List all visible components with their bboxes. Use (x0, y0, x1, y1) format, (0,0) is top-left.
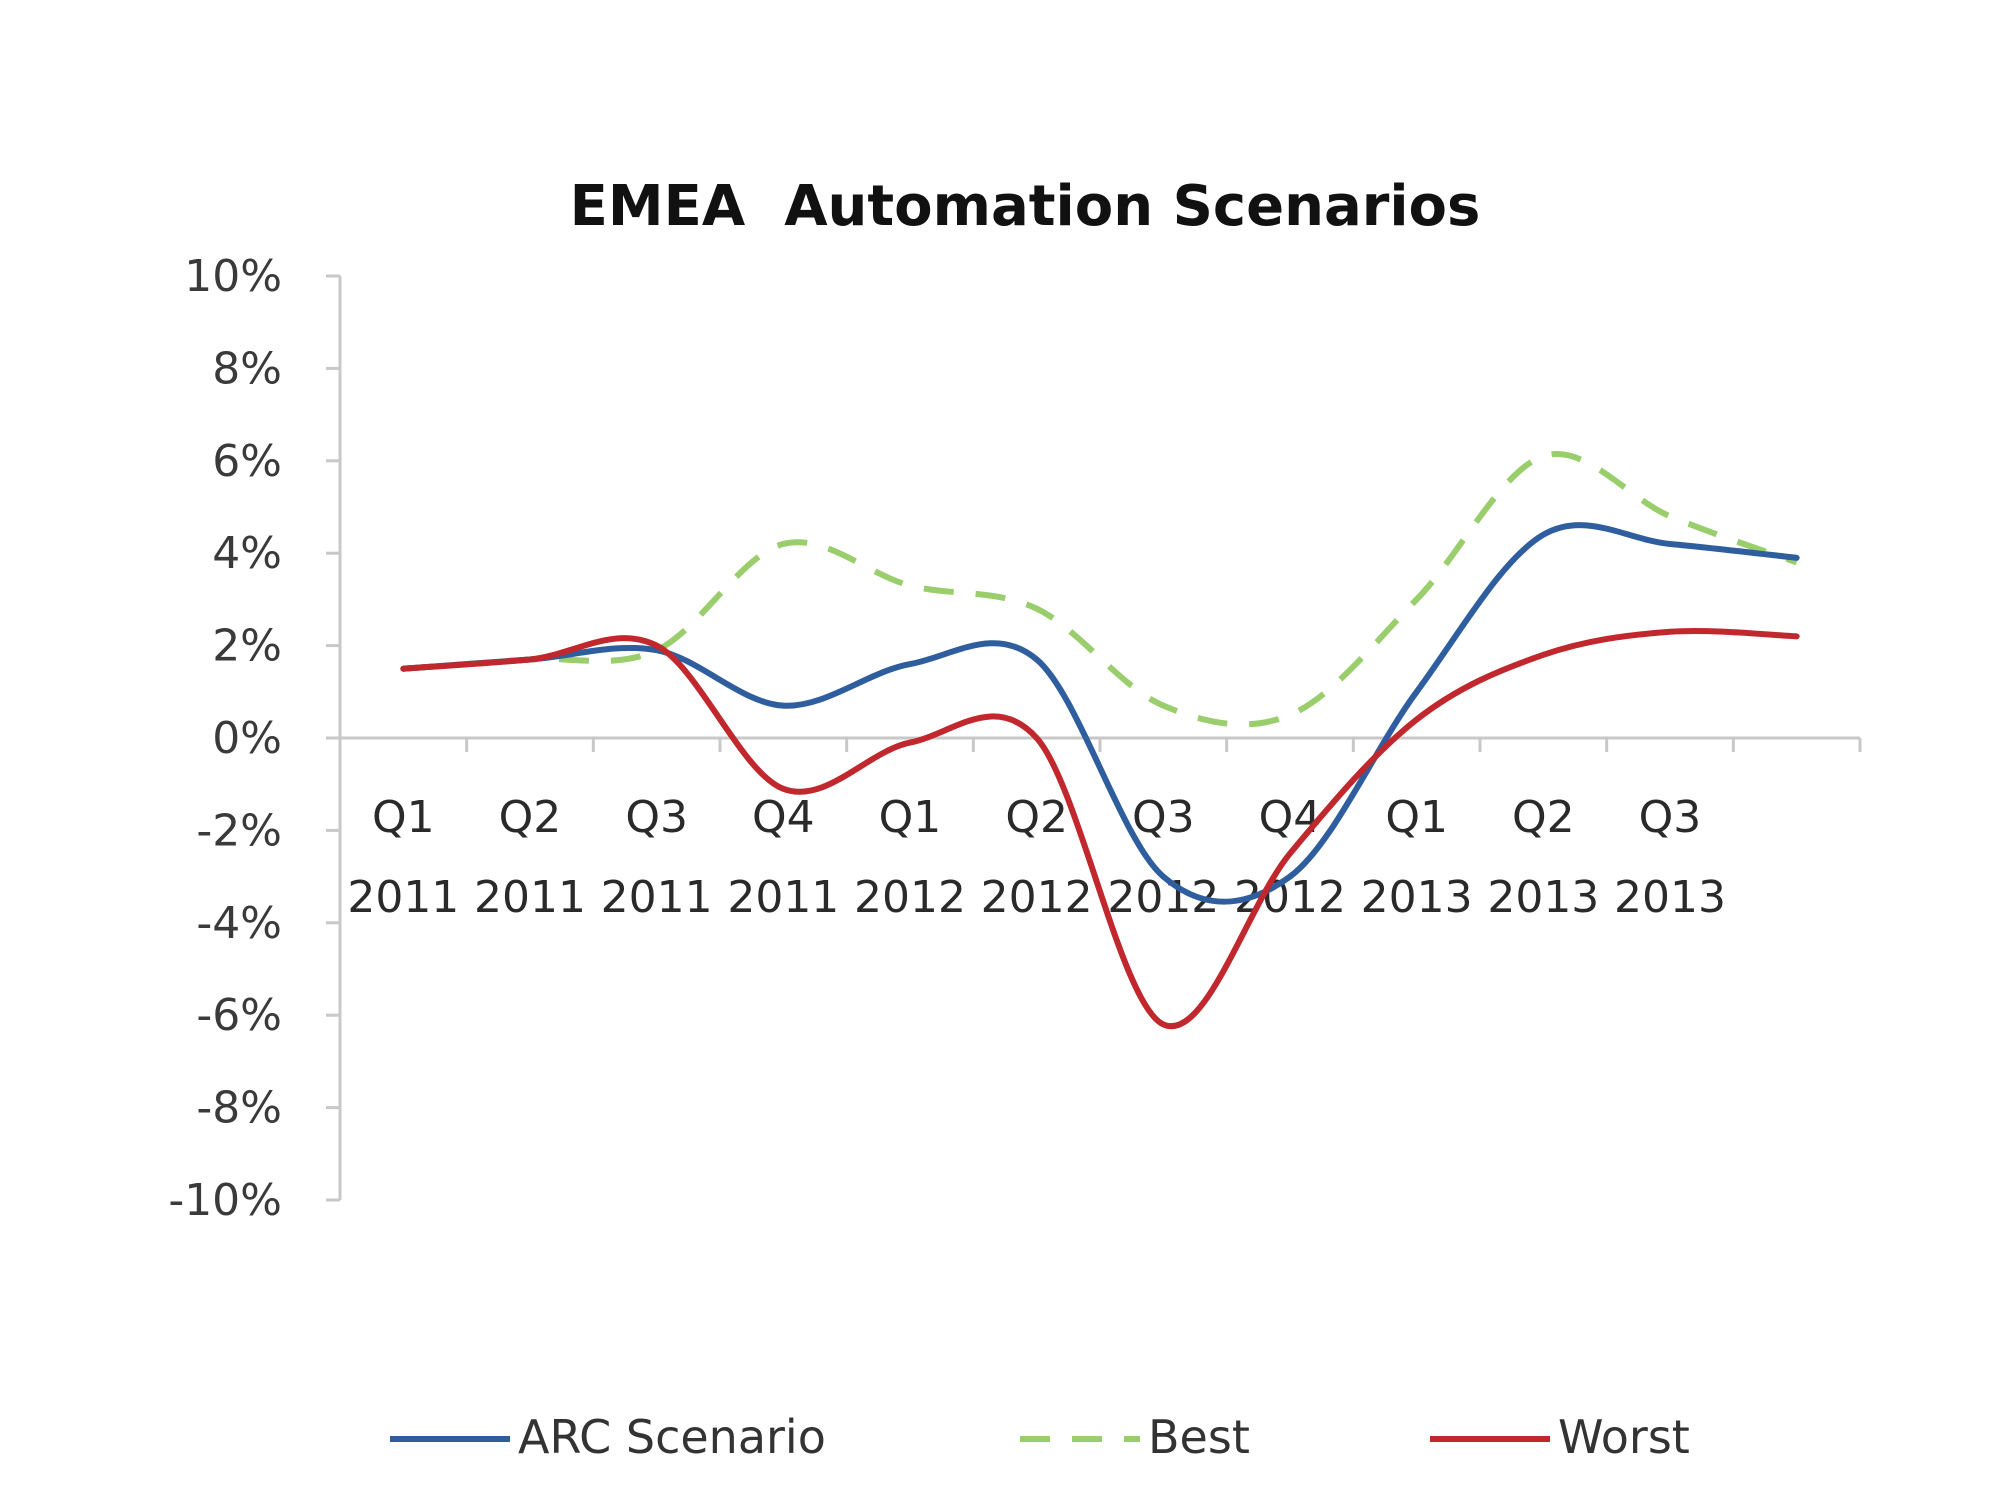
x-tick-label-year: 2012 (981, 872, 1093, 923)
x-tick-label-quarter: Q3 (1132, 792, 1195, 843)
x-tick-label-quarter: Q4 (1259, 792, 1322, 843)
x-tick-label-quarter: Q2 (1512, 792, 1575, 843)
x-tick-label-year: 2011 (347, 872, 459, 923)
chart-title: EMEA Automation Scenarios (570, 174, 1481, 239)
x-tick-label-quarter: Q3 (1639, 792, 1702, 843)
y-tick-label: 2% (212, 621, 282, 672)
series-line-worst (400, 627, 1800, 1030)
legend: ARC Scenario Best Worst (390, 1410, 1690, 1464)
y-tick-label: -4% (196, 898, 282, 949)
legend-label-worst: Worst (1558, 1410, 1690, 1464)
y-tick-label: 0% (212, 713, 282, 764)
y-tick-label: 8% (212, 343, 282, 394)
y-tick-label: -8% (196, 1083, 282, 1134)
legend-item-arc-scenario: ARC Scenario (390, 1410, 826, 1464)
axes: 10% 8% 6% 4% 2% 0% -2% -4% -6% -8% -10% Q1 2011 Q2 201… (168, 251, 1862, 1226)
x-tick-label-year: 2012 (854, 872, 966, 923)
y-tick-label: -2% (196, 805, 282, 856)
x-tick-label-quarter: Q1 (1385, 792, 1448, 843)
legend-item-worst: Worst (1430, 1410, 1690, 1464)
x-tick-label-quarter: Q1 (372, 792, 435, 843)
legend-item-best: Best (1020, 1410, 1250, 1464)
y-tick-label: -6% (196, 990, 282, 1041)
y-tick-label: 4% (212, 528, 282, 579)
series-line-best (403, 451, 1798, 728)
x-tick-label-year: 2013 (1614, 872, 1726, 923)
legend-label-best: Best (1148, 1410, 1250, 1464)
y-tick-label: 6% (212, 436, 282, 487)
series-line-arc-scenario (400, 522, 1800, 905)
y-tick-label: 10% (184, 251, 282, 302)
x-tick-label-year: 2013 (1361, 872, 1473, 923)
x-tick-label-year: 2013 (1487, 872, 1599, 923)
x-tick-label-quarter: Q1 (879, 792, 942, 843)
x-tick-label-quarter: Q3 (625, 792, 688, 843)
series-lines (400, 451, 1800, 1030)
x-tick-label-year: 2011 (601, 872, 713, 923)
legend-label-arc-scenario: ARC Scenario (518, 1410, 826, 1464)
x-tick-label-quarter: Q4 (752, 792, 815, 843)
x-tick-label-year: 2011 (727, 872, 839, 923)
x-tick-label-quarter: Q2 (499, 792, 562, 843)
y-tick-label: -10% (168, 1175, 282, 1226)
x-tick-label-quarter: Q2 (1005, 792, 1068, 843)
x-tick-label-year: 2011 (474, 872, 586, 923)
